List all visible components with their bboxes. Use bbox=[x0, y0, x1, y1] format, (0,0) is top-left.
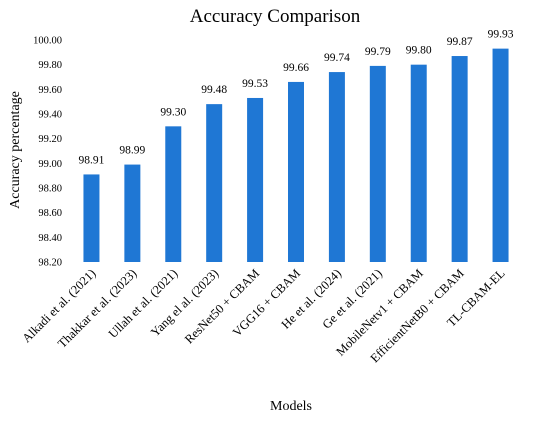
bar bbox=[124, 164, 141, 262]
x-tick-label: Thakkar et al. (2023) bbox=[55, 266, 140, 351]
bar bbox=[165, 126, 182, 262]
bar bbox=[369, 65, 386, 263]
data-label: 99.87 bbox=[447, 36, 473, 48]
x-tick-label: Alkadi et al. (2021) bbox=[19, 266, 98, 345]
bar bbox=[206, 104, 223, 262]
y-tick-label: 99.20 bbox=[38, 134, 62, 145]
bar bbox=[288, 81, 304, 262]
x-axis-title: Models bbox=[270, 399, 312, 414]
data-label: 99.74 bbox=[324, 52, 350, 64]
bar bbox=[492, 48, 509, 263]
y-tick-label: 98.80 bbox=[38, 184, 62, 195]
x-axis-ticks: Alkadi et al. (2021)Thakkar et al. (2023… bbox=[19, 266, 507, 365]
y-tick-label: 100.00 bbox=[33, 36, 62, 47]
bars-group bbox=[83, 48, 509, 263]
chart-title: Accuracy Comparison bbox=[190, 6, 361, 27]
bar bbox=[451, 56, 468, 263]
bar bbox=[247, 97, 264, 262]
data-labels-group: 98.91 98.99 99.30 99.48 99.53 99.66 99.74 99.79… bbox=[79, 29, 514, 167]
data-label: 99.53 bbox=[242, 78, 268, 90]
x-tick-label: Ullah et al. (2021) bbox=[106, 266, 181, 341]
y-tick-label: 99.80 bbox=[38, 60, 62, 71]
data-label: 98.91 bbox=[79, 154, 105, 166]
y-tick-label: 99.60 bbox=[38, 85, 62, 96]
y-tick-label: 98.40 bbox=[38, 233, 62, 244]
y-axis-title: Accuracy percentage bbox=[8, 91, 23, 209]
y-axis-ticks: 98.20 98.40 98.60 98.80 99.00 99.20 99.40 99.60… bbox=[33, 36, 62, 269]
data-label: 99.48 bbox=[201, 84, 227, 96]
data-label: 99.66 bbox=[283, 62, 309, 74]
data-label: 99.30 bbox=[160, 106, 186, 118]
bar bbox=[410, 64, 427, 263]
y-tick-label: 99.00 bbox=[38, 159, 62, 170]
y-tick-label: 99.40 bbox=[38, 110, 62, 121]
data-label: 99.93 bbox=[488, 29, 514, 41]
bar bbox=[83, 174, 100, 262]
data-label: 99.79 bbox=[365, 46, 391, 58]
data-label: 98.99 bbox=[119, 145, 145, 157]
y-tick-label: 98.60 bbox=[38, 208, 62, 219]
y-tick-label: 98.20 bbox=[38, 258, 62, 269]
bar bbox=[328, 72, 345, 262]
x-tick-label: ResNet50 + CBAM bbox=[182, 266, 262, 346]
data-label: 99.80 bbox=[406, 45, 432, 57]
